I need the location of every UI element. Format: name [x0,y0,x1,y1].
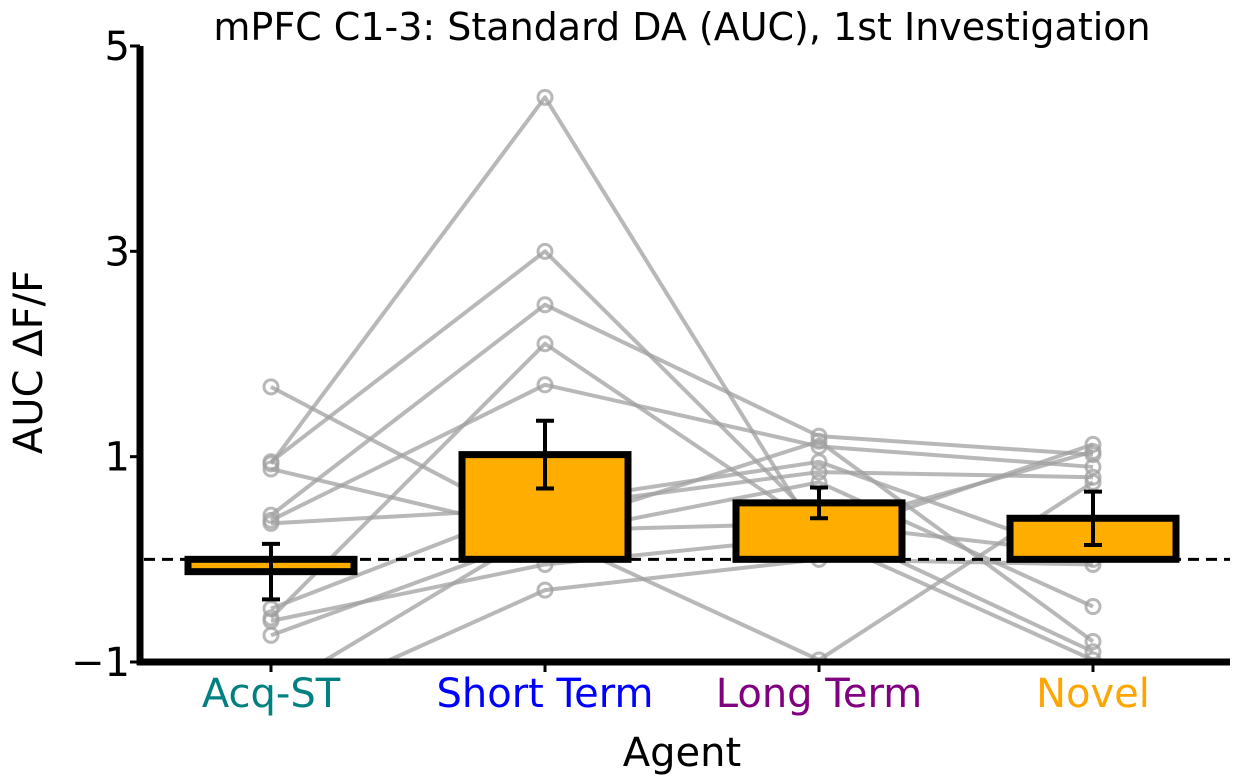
individual-point-7-1 [262,514,280,532]
individual-point-8-3 [810,453,828,471]
individual-line-11 [270,534,1094,662]
individual-line-5 [269,302,1094,517]
x-tick-label-1: Acq-ST [202,671,341,717]
individual-line-3 [269,249,1094,654]
individual-line-7 [270,470,1094,526]
error-bar-3 [810,485,828,521]
error-bar-4 [1084,489,1102,547]
individual-line-8 [270,459,1094,611]
axes-layer [136,46,1230,666]
y-tick-label-4: 5 [105,24,130,70]
individual-line-13 [380,557,1094,662]
y-axis-label: AUC ΔF/F [6,270,52,454]
error-bar-1 [262,541,280,602]
y-ticks: −1 1 3 5 [71,24,140,686]
x-tick-label-3: Long Term [716,671,922,717]
individual-line-4 [270,467,1095,662]
individual-point-1-1 [262,378,280,396]
individual-point-5-2 [536,296,554,314]
individual-point-7-4 [1084,468,1102,486]
individual-point-12-3 [810,432,828,450]
x-tick-label-4: Novel [1036,671,1150,717]
individual-line-10 [270,480,1094,638]
individual-point-7-3 [810,463,828,481]
individual-point-9-4 [1084,443,1102,461]
individual-point-11-1 [262,612,280,630]
individual-point-9-2 [536,335,554,353]
individual-line-2 [269,95,1094,541]
individual-point-2-2 [536,88,554,106]
individual-line-9 [269,341,1094,620]
individual-point-3-2 [536,242,554,260]
y-tick-label-1: −1 [71,640,130,686]
individual-point-10-4 [1084,598,1102,616]
x-axis-label: Agent [623,730,741,776]
chart-title: mPFC C1-3: Standard DA (AUC), 1st Invest… [213,5,1150,49]
individual-line-6 [270,382,1094,523]
individual-point-4-1 [262,460,280,478]
individual-point-2-4 [1084,435,1102,453]
y-tick-label-2: 1 [105,435,130,481]
x-tick-label-2: Short Term [436,671,653,717]
individual-point-3-1 [262,453,280,471]
y-tick-label-3: 3 [105,229,130,275]
error-bar-2 [536,418,554,491]
individual-lines-layer [262,88,1102,662]
individual-line-1 [270,385,1094,557]
individual-line-12 [318,439,1095,662]
x-ticks: Acq-ST Short Term Long Term Novel [202,662,1150,717]
individual-point-12-4 [1084,632,1102,650]
error-bars-layer [262,418,1102,602]
individual-point-13-2 [536,581,554,599]
individual-point-6-2 [536,376,554,394]
